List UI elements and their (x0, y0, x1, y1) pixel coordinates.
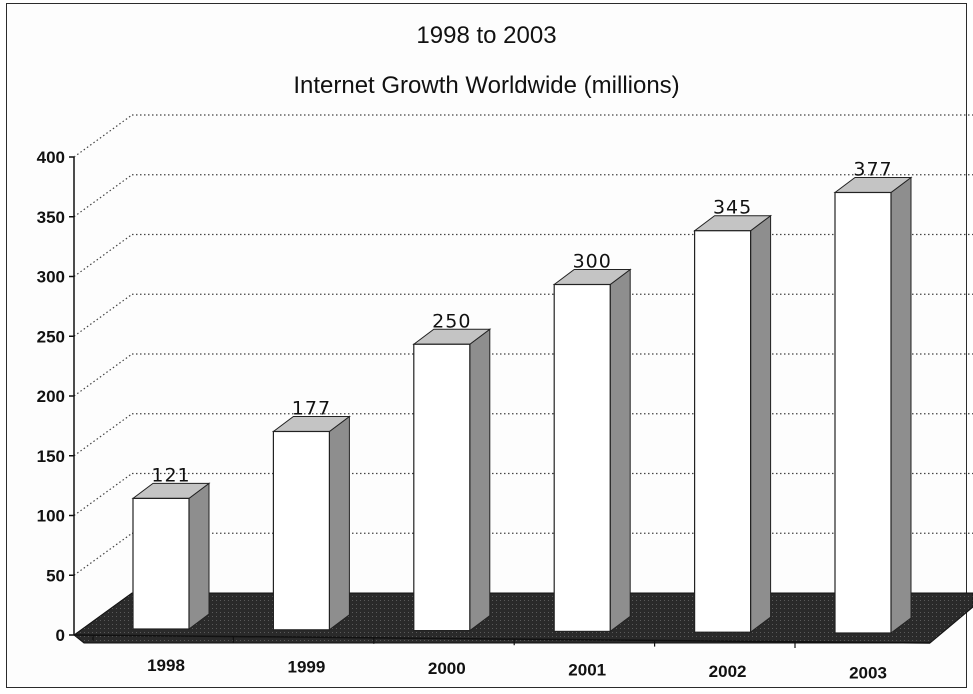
depth-gridline (73, 293, 133, 337)
y-axis: 0 50 100 150 200 250 300 350 400 (37, 148, 931, 648)
y-tick-label: 400 (37, 148, 65, 167)
x-tick-label: 2001 (568, 661, 606, 680)
depth-gridline (73, 473, 133, 516)
bar-side (750, 214, 772, 634)
y-tick-label: 50 (46, 566, 65, 585)
y-tick-label: 250 (37, 327, 65, 346)
bars (131, 176, 913, 634)
bar (413, 343, 471, 632)
y-tick-label: 200 (37, 387, 65, 406)
x-tick-label: 2002 (709, 662, 747, 681)
data-labels: 121 177 250 300 345 377 (151, 158, 892, 486)
x-axis-line (73, 634, 931, 644)
x-tick-label: 2000 (428, 659, 466, 678)
chart-subtitle: 1998 to 2003 (416, 22, 557, 49)
depth-gridline (73, 532, 133, 576)
gridlines (73, 114, 973, 576)
bar (272, 430, 330, 631)
data-label: 300 (573, 251, 612, 273)
y-tick-label: 150 (37, 447, 65, 466)
x-tick-label: 1998 (147, 656, 185, 675)
x-axis-labels: 1998 1999 2000 2001 2002 2003 (147, 656, 887, 683)
data-label: 345 (713, 197, 752, 219)
data-label: 377 (853, 158, 892, 180)
depth-gridline (73, 413, 133, 457)
bar-side (890, 176, 912, 634)
depth-gridline (73, 353, 133, 397)
x-tick-label: 2003 (849, 664, 887, 683)
data-label: 121 (151, 464, 190, 486)
bar-side (469, 328, 491, 632)
data-label: 177 (292, 397, 331, 419)
y-tick-label: 100 (37, 507, 65, 526)
y-tick-label: 300 (37, 268, 65, 287)
y-tick-label: 350 (37, 208, 65, 227)
bar (553, 283, 611, 632)
bar-side (328, 415, 350, 631)
bar (132, 497, 190, 630)
x-tick-label: 1999 (287, 658, 325, 677)
depth-gridline (73, 234, 133, 277)
bar (834, 191, 892, 634)
bar-side (609, 268, 631, 633)
depth-gridline (73, 174, 133, 218)
depth-gridline (73, 114, 133, 158)
y-tick-label: 0 (56, 626, 65, 645)
chart-title: Internet Growth Worldwide (millions) (293, 72, 680, 99)
bar-side (188, 482, 210, 630)
data-label: 250 (432, 310, 471, 332)
bar (693, 230, 752, 633)
